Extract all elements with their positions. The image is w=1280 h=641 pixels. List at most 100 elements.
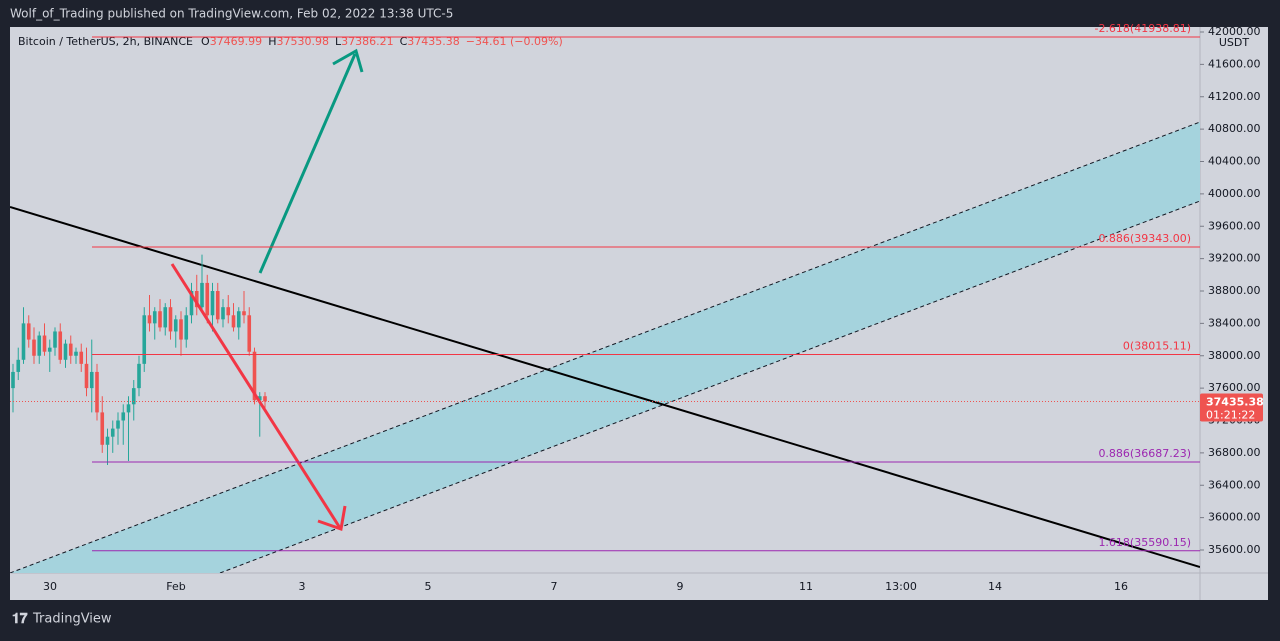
x-tick-label: 5	[425, 580, 432, 593]
footer-logo: 𝟏𝟕 TradingView	[12, 611, 112, 627]
candle-body	[247, 315, 252, 352]
y-tick-label: 40000.00	[1208, 187, 1261, 200]
y-tick-label: 40400.00	[1208, 155, 1261, 168]
level-label: 0.886(36687.23)	[1098, 447, 1191, 460]
x-tick-label: 14	[988, 580, 1002, 593]
candle-body	[137, 363, 141, 389]
candle-body	[95, 371, 99, 413]
candle-body	[11, 371, 15, 389]
candle-body	[226, 307, 231, 316]
level-label: 0(38015.11)	[1123, 340, 1191, 353]
candle-body	[205, 282, 210, 316]
x-tick-label: Feb	[166, 580, 185, 593]
candle-body	[68, 343, 73, 356]
candle-body	[47, 347, 52, 352]
price-tag-value: 37435.38	[1206, 395, 1264, 408]
level-label: 0.886(39343.00)	[1098, 232, 1191, 245]
candle-body	[53, 331, 57, 348]
legend-field: C	[400, 35, 408, 48]
candle-body	[158, 311, 162, 328]
legend-value: 37435.38	[407, 35, 460, 48]
candle-body	[100, 412, 105, 445]
candle-body	[194, 291, 199, 308]
candle-body	[152, 311, 157, 324]
candle-body	[263, 396, 267, 402]
footer-brand: TradingView	[32, 612, 112, 627]
y-tick-label: 42000.00	[1208, 25, 1261, 38]
candle-body	[142, 315, 147, 364]
level-label: -2.618(41938.81)	[1094, 22, 1191, 35]
x-tick-label: 3	[299, 580, 306, 593]
legend: Bitcoin / TetherUS, 2h, BINANCE O37469.99…	[18, 35, 563, 48]
y-tick-label: 39600.00	[1208, 219, 1261, 232]
y-tick-label: 41600.00	[1208, 57, 1261, 70]
header: Wolf_of_Trading published on TradingView…	[10, 7, 453, 21]
legend-change: −34.61 (−0.09%)	[466, 35, 563, 48]
y-tick-label: 38000.00	[1208, 349, 1261, 362]
y-tick-label: 41200.00	[1208, 90, 1261, 103]
y-tick-label: 35600.00	[1208, 543, 1261, 556]
candle-body	[121, 412, 126, 421]
legend-value: 37386.21	[341, 35, 394, 48]
candle-body	[32, 339, 36, 356]
arrows	[170, 48, 364, 531]
candle-body	[257, 396, 262, 401]
candle-body	[21, 323, 26, 360]
up-arrow	[258, 53, 357, 274]
channel-upper	[10, 121, 1200, 573]
legend-value: 37530.98	[276, 35, 329, 48]
candle-body	[26, 323, 31, 340]
logo-mark: 𝟏𝟕	[12, 611, 28, 627]
legend-field: L	[335, 35, 342, 48]
drawings	[10, 121, 1200, 573]
price-tag	[1200, 393, 1263, 422]
x-tick-label: 9	[677, 580, 684, 593]
legend-field: H	[268, 35, 276, 48]
legend-symbol: Bitcoin / TetherUS, 2h, BINANCE	[18, 35, 193, 48]
y-tick-label: 39200.00	[1208, 252, 1261, 265]
candle-body	[173, 319, 178, 332]
candle-body	[147, 315, 152, 324]
axis-unit: USDT	[1219, 36, 1250, 49]
x-tick-label: 7	[551, 580, 558, 593]
candle-body	[89, 371, 94, 389]
down-arrow-head	[317, 505, 347, 531]
y-tick-label: 36000.00	[1208, 511, 1261, 524]
x-tick-label: 16	[1114, 580, 1128, 593]
y-tick-label: 40800.00	[1208, 122, 1261, 135]
y-tick-label: 38800.00	[1208, 284, 1261, 297]
candle-body	[116, 420, 120, 429]
candle-body	[42, 335, 47, 352]
candle-body	[168, 307, 173, 332]
candle-body	[236, 311, 241, 328]
legend-field: O	[201, 35, 210, 48]
candle-body	[37, 335, 42, 356]
legend-value: 37469.99	[210, 35, 263, 48]
y-tick-label: 36800.00	[1208, 446, 1261, 459]
candles	[11, 254, 267, 466]
candle-body	[131, 388, 136, 405]
candle-body	[184, 315, 189, 340]
candle-body	[215, 291, 220, 320]
candle-body	[210, 291, 215, 316]
candle-body	[189, 291, 194, 316]
candle-body	[179, 319, 183, 340]
candle-body	[242, 311, 246, 316]
level-label: 1.618(35590.15)	[1098, 536, 1191, 549]
candle-body	[74, 351, 78, 356]
x-tick-label: 13:00	[885, 580, 917, 593]
y-tick-label: 38400.00	[1208, 316, 1261, 329]
x-tick-label: 11	[799, 580, 813, 593]
candle-body	[63, 343, 68, 360]
candle-body	[110, 428, 115, 437]
candle-body	[105, 436, 110, 445]
candle-body	[231, 315, 236, 328]
candle-body	[221, 307, 225, 320]
trend-line	[10, 206, 1200, 568]
candle-body	[163, 307, 168, 328]
candle-body	[200, 282, 204, 308]
candle-body	[16, 359, 21, 372]
candle-body	[58, 331, 63, 360]
candle-body	[79, 351, 84, 364]
